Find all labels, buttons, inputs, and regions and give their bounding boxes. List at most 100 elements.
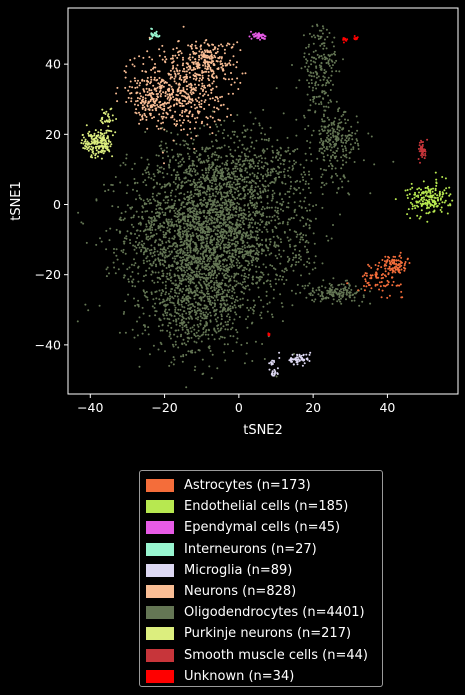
- data-point: [376, 268, 379, 271]
- data-point: [164, 287, 167, 290]
- data-point: [378, 281, 381, 284]
- data-point: [173, 289, 176, 292]
- data-point: [181, 360, 184, 363]
- data-point: [169, 313, 172, 316]
- data-point: [298, 79, 301, 82]
- data-point: [212, 201, 215, 204]
- data-point: [304, 128, 307, 130]
- data-point: [271, 197, 274, 200]
- data-point: [403, 264, 406, 267]
- data-point: [159, 251, 162, 254]
- data-point: [118, 230, 121, 233]
- data-point: [215, 246, 218, 249]
- data-point: [190, 93, 193, 96]
- data-point: [212, 177, 215, 179]
- data-point: [229, 284, 232, 287]
- data-point: [305, 180, 307, 183]
- data-point: [207, 219, 210, 222]
- data-point: [186, 263, 189, 266]
- data-point: [258, 124, 261, 127]
- data-point: [119, 181, 122, 184]
- data-point: [162, 199, 165, 202]
- data-point: [186, 232, 188, 235]
- data-point: [243, 147, 246, 150]
- data-point: [253, 175, 256, 178]
- data-point: [177, 155, 180, 158]
- data-point: [413, 193, 416, 196]
- data-point: [265, 228, 268, 231]
- data-point: [287, 149, 290, 152]
- data-point: [208, 249, 210, 252]
- data-point: [154, 314, 157, 317]
- data-point: [270, 252, 273, 255]
- data-point: [141, 79, 144, 82]
- data-point: [178, 277, 181, 280]
- data-point: [87, 309, 90, 312]
- data-point: [253, 173, 256, 176]
- data-point: [164, 191, 167, 194]
- data-point: [337, 124, 340, 127]
- data-point: [174, 212, 177, 215]
- data-point: [126, 268, 129, 271]
- data-point: [191, 303, 194, 305]
- data-point: [191, 309, 194, 312]
- data-point: [369, 192, 372, 195]
- data-point: [157, 225, 160, 228]
- data-point: [227, 145, 230, 148]
- data-point: [214, 178, 217, 180]
- data-point: [265, 294, 268, 297]
- data-point: [237, 215, 240, 218]
- data-point: [384, 260, 386, 263]
- data-point: [312, 50, 315, 53]
- data-point: [271, 168, 274, 171]
- data-point: [77, 211, 80, 214]
- data-point: [205, 169, 207, 172]
- data-point: [153, 234, 156, 237]
- data-point: [273, 373, 276, 376]
- data-point: [185, 343, 188, 346]
- data-point: [176, 274, 179, 277]
- data-point: [190, 275, 193, 278]
- data-point: [438, 193, 441, 196]
- data-point: [187, 340, 189, 343]
- data-point: [265, 266, 267, 269]
- data-point: [435, 184, 438, 187]
- data-point: [212, 266, 215, 268]
- data-point: [228, 289, 231, 291]
- data-point: [182, 62, 185, 65]
- data-point: [220, 283, 222, 286]
- data-point: [225, 299, 228, 302]
- data-point: [256, 202, 258, 205]
- data-point: [285, 206, 288, 209]
- data-point: [243, 216, 246, 219]
- data-point: [187, 143, 190, 146]
- data-point: [292, 167, 295, 170]
- data-point: [247, 188, 250, 191]
- data-point: [322, 78, 325, 81]
- data-point: [290, 217, 293, 219]
- data-point: [220, 175, 223, 178]
- data-point: [172, 204, 175, 207]
- data-point: [238, 316, 241, 318]
- data-point: [236, 167, 239, 170]
- data-point: [169, 322, 172, 325]
- data-point: [241, 165, 244, 168]
- data-point: [228, 275, 230, 278]
- data-point: [230, 228, 233, 231]
- data-point: [323, 168, 326, 171]
- data-point: [219, 306, 222, 309]
- data-point: [251, 264, 254, 267]
- data-point: [327, 239, 330, 242]
- data-point: [188, 170, 191, 173]
- data-point: [203, 299, 206, 302]
- data-point: [112, 190, 115, 193]
- data-point: [213, 283, 216, 286]
- data-point: [147, 176, 150, 179]
- data-point: [209, 181, 212, 184]
- data-point: [340, 288, 342, 291]
- data-point: [180, 265, 183, 268]
- data-point: [329, 129, 332, 132]
- data-point: [198, 211, 201, 214]
- data-point: [231, 201, 233, 204]
- data-point: [237, 242, 239, 245]
